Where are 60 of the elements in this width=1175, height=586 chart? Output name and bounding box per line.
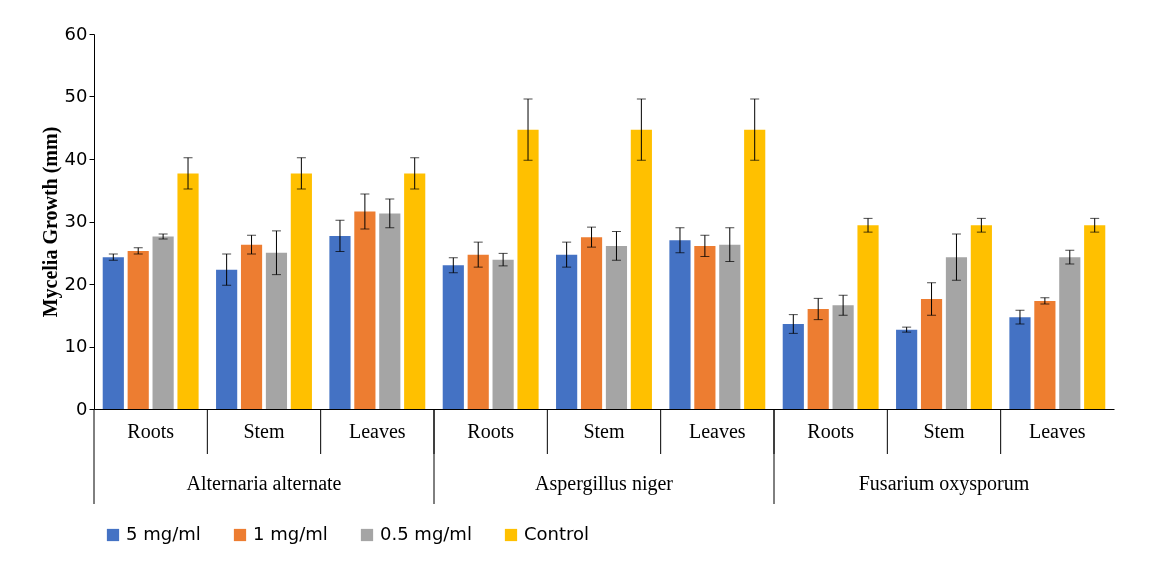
bar (265, 252, 288, 409)
bar (1009, 317, 1031, 409)
bar (630, 129, 652, 409)
text: Fusarium oxysporum (858, 472, 1030, 495)
legend-label: Control (524, 523, 590, 544)
bar (240, 244, 263, 409)
bar (807, 309, 829, 409)
bar (354, 211, 376, 409)
bar (857, 225, 879, 409)
bar (442, 265, 464, 409)
bar (605, 245, 628, 409)
y-tick-label: 40 (64, 147, 88, 169)
y-axis-title: Mycelia Growth (mm) (38, 126, 62, 318)
bar (177, 173, 199, 409)
legend-label: 0.5 mg/ml (380, 523, 472, 544)
bar (517, 129, 539, 409)
bar (744, 129, 766, 409)
bar (379, 213, 401, 409)
text: Aspergillus niger (535, 472, 674, 495)
y-tick-label: 30 (64, 210, 88, 231)
x-tick-label: Roots (807, 419, 855, 442)
legend-label: 1 mg/ml (253, 523, 328, 544)
text: Alternaria alternate (186, 472, 342, 494)
bar (290, 173, 312, 409)
bar (216, 269, 238, 409)
x-tick-label: Roots (467, 419, 515, 442)
bar (404, 173, 426, 409)
bar (1059, 257, 1081, 409)
bar (920, 299, 943, 409)
bar (102, 257, 124, 409)
x-tick-label: Leaves (349, 419, 406, 442)
y-tick-label: 20 (64, 272, 88, 294)
bar (896, 329, 918, 409)
bar (467, 254, 489, 409)
bar (669, 240, 691, 409)
bar (492, 259, 514, 409)
x-tick-label: Stem (923, 419, 965, 442)
x-tick-label: Leaves (1029, 419, 1086, 442)
y-tick-label: 10 (64, 335, 88, 356)
x-tick-label: Stem (243, 419, 285, 442)
bar (832, 305, 854, 409)
y-tick-label: 60 (64, 22, 88, 44)
y-tick-label: 0 (76, 397, 88, 419)
bar (127, 250, 149, 409)
bar (782, 324, 804, 409)
bar (152, 236, 174, 409)
bar (580, 237, 603, 409)
x-tick-label: Roots (127, 419, 175, 442)
bar (1034, 300, 1056, 409)
bar (719, 244, 741, 409)
legend-label: 5 mg/ml (126, 523, 201, 544)
x-tick-label: Stem (583, 419, 625, 442)
bar (1084, 225, 1106, 409)
y-tick-label: 50 (64, 85, 88, 106)
bar (694, 245, 716, 409)
bar (329, 235, 351, 409)
bar (556, 254, 578, 409)
x-tick-label: Leaves (689, 419, 746, 442)
bar (970, 225, 992, 409)
bar (945, 257, 968, 409)
